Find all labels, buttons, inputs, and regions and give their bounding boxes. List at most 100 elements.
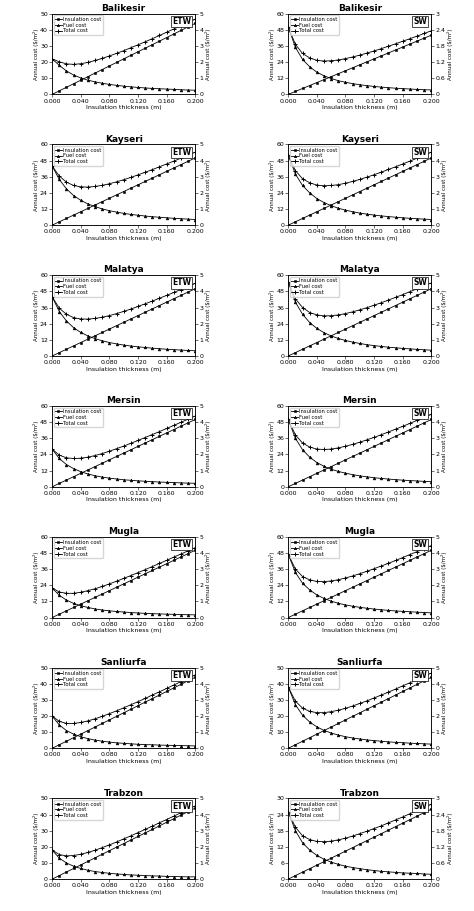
Insulation cost: [371, 441, 377, 452]
Total cost: [393, 38, 399, 49]
Total cost: [328, 311, 334, 322]
X-axis label: Insulation thickness (m): Insulation thickness (m): [86, 236, 162, 241]
Fuel cost: [407, 868, 413, 879]
Title: Malatya: Malatya: [103, 265, 144, 274]
Title: Mersin: Mersin: [343, 396, 377, 405]
Insulation cost: [107, 323, 112, 334]
Insulation cost: [156, 169, 162, 180]
Insulation cost: [114, 189, 119, 200]
Insulation cost: [142, 43, 148, 54]
Insulation cost: [400, 686, 406, 697]
Total cost: [378, 560, 384, 571]
Total cost: [400, 421, 406, 432]
Legend: Insulation cost, Fuel cost, Total cost: Insulation cost, Fuel cost, Total cost: [290, 538, 339, 558]
Total cost: [85, 847, 91, 858]
Total cost: [421, 149, 427, 160]
Insulation cost: [128, 834, 134, 845]
Total cost: [185, 546, 191, 557]
Total cost: [192, 147, 198, 158]
X-axis label: Insulation thickness (m): Insulation thickness (m): [322, 628, 398, 633]
Insulation cost: [428, 414, 434, 425]
Fuel cost: [314, 722, 319, 732]
Insulation cost: [100, 196, 105, 207]
Insulation cost: [343, 845, 348, 856]
Line: Fuel cost: Fuel cost: [287, 26, 433, 91]
Text: SW: SW: [413, 17, 427, 26]
Total cost: [393, 424, 399, 435]
Y-axis label: Annual cost ($/m²): Annual cost ($/m²): [205, 813, 211, 865]
Total cost: [185, 281, 191, 292]
Fuel cost: [92, 333, 98, 344]
Insulation cost: [378, 697, 384, 708]
Insulation cost: [49, 351, 55, 362]
Fuel cost: [407, 213, 413, 224]
Line: Fuel cost: Fuel cost: [51, 165, 197, 221]
Insulation cost: [307, 341, 312, 352]
Fuel cost: [85, 331, 91, 342]
Total cost: [185, 17, 191, 28]
Total cost: [64, 309, 69, 320]
Fuel cost: [285, 149, 291, 160]
Total cost: [142, 167, 148, 178]
Total cost: [128, 831, 134, 842]
Total cost: [92, 313, 98, 324]
Total cost: [142, 36, 148, 47]
Fuel cost: [192, 345, 198, 356]
Total cost: [100, 312, 105, 322]
Fuel cost: [71, 598, 76, 609]
Fuel cost: [100, 867, 105, 878]
X-axis label: Insulation thickness (m): Insulation thickness (m): [322, 890, 398, 895]
Line: Insulation cost: Insulation cost: [51, 418, 197, 488]
Insulation cost: [142, 827, 148, 838]
Total cost: [192, 542, 198, 553]
Fuel cost: [321, 327, 327, 338]
Total cost: [357, 174, 363, 185]
Insulation cost: [128, 313, 134, 324]
Fuel cost: [400, 83, 406, 94]
Fuel cost: [393, 867, 399, 878]
Total cost: [49, 711, 55, 722]
Fuel cost: [135, 870, 141, 881]
Fuel cost: [121, 475, 127, 486]
Fuel cost: [100, 335, 105, 346]
Total cost: [85, 57, 91, 68]
Fuel cost: [350, 862, 356, 873]
Fuel cost: [164, 740, 170, 751]
Fuel cost: [185, 345, 191, 356]
Total cost: [336, 55, 341, 66]
Fuel cost: [292, 42, 298, 53]
Line: Total cost: Total cost: [50, 804, 198, 858]
Fuel cost: [393, 474, 399, 485]
Insulation cost: [350, 582, 356, 593]
Total cost: [321, 56, 327, 67]
Insulation cost: [364, 445, 370, 456]
Insulation cost: [78, 75, 83, 86]
Fuel cost: [364, 80, 370, 91]
Insulation cost: [178, 551, 184, 562]
Fuel cost: [121, 738, 127, 749]
Text: ETW: ETW: [172, 802, 191, 811]
Insulation cost: [85, 856, 91, 867]
Total cost: [414, 674, 420, 685]
Total cost: [56, 56, 62, 67]
Y-axis label: Annual cost ($/m²): Annual cost ($/m²): [205, 28, 211, 80]
Total cost: [371, 300, 377, 311]
Total cost: [178, 284, 184, 295]
Fuel cost: [185, 214, 191, 225]
Total cost: [142, 564, 148, 575]
Insulation cost: [71, 210, 76, 220]
Insulation cost: [350, 842, 356, 853]
Insulation cost: [164, 297, 170, 308]
Fuel cost: [156, 83, 162, 94]
Fuel cost: [142, 870, 148, 881]
Total cost: [64, 453, 69, 464]
Total cost: [314, 576, 319, 587]
Title: Sanliurfa: Sanliurfa: [100, 658, 147, 667]
Total cost: [156, 30, 162, 41]
Insulation cost: [49, 874, 55, 885]
Insulation cost: [100, 718, 105, 729]
Total cost: [128, 172, 134, 183]
Total cost: [357, 698, 363, 709]
Total cost: [114, 836, 119, 847]
Fuel cost: [135, 608, 141, 619]
